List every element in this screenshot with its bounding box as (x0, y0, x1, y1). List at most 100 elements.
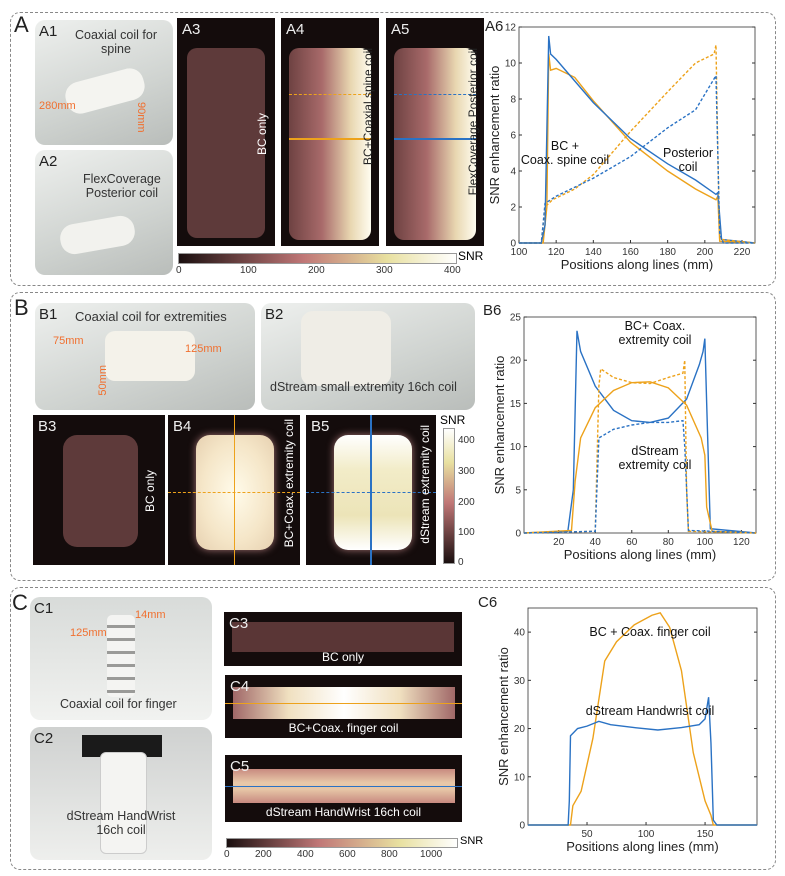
x-tick-label: 100 (697, 537, 714, 548)
snr-map-a4: A4 BC+Coaxial spine coil (281, 18, 379, 246)
series-line (523, 330, 757, 534)
chart-annotation: extremity coil (619, 333, 692, 347)
x-tick-label: 100 (638, 829, 655, 840)
dimension-label: 125mm (185, 343, 222, 355)
series-line (528, 612, 757, 826)
panel-label: A1 (39, 23, 58, 40)
chart-a6: 100 120 140 160 180 200 220 0 2 4 6 8 10 12 Positions … (487, 23, 756, 272)
colorbar-tick: 800 (381, 849, 398, 860)
colorbar-label: SNR (458, 249, 484, 263)
series-line (519, 35, 756, 244)
chart-annotation: coil (679, 160, 698, 174)
y-tick-label: 6 (510, 131, 516, 142)
panel-label: C2 (34, 730, 54, 747)
series-line (519, 53, 756, 244)
panel-label: C4 (230, 678, 250, 695)
colorbar-c (226, 838, 458, 848)
photo-caption: Coaxial coil for finger (60, 697, 177, 711)
panel-label: A2 (39, 153, 58, 170)
photo-posterior-coil: A2 FlexCoverage Posterior coil (35, 150, 173, 275)
y-tick-label: 20 (510, 356, 522, 367)
y-tick-label: 0 (519, 821, 525, 832)
colorbar-tick: 0 (176, 265, 182, 276)
chart-b6: 20 40 60 80 100 120 0 5 10 15 20 25 Positions along … (492, 313, 757, 562)
colorbar-tick: 100 (240, 265, 257, 276)
snr-map-c5: C5 dStream HandWrist 16ch coil (225, 755, 462, 822)
photo-dstream-extremity-coil: B2 dStream small extremity 16ch coil (261, 303, 475, 410)
y-tick-label: 8 (510, 95, 516, 106)
colorbar-tick: 1000 (420, 849, 443, 860)
snr-map-c3: C3 BC only (224, 612, 462, 666)
snr-map-c4: C4 BC+Coax. finger coil (225, 675, 462, 738)
plot-frame (527, 607, 758, 826)
plot-frame (523, 316, 757, 534)
x-tick-label: 120 (548, 247, 565, 258)
panel-label: C1 (34, 600, 54, 617)
x-tick-label: 150 (697, 829, 714, 840)
photo-caption: FlexCoverage Posterior coil (83, 172, 161, 200)
y-tick-label: 4 (510, 167, 516, 178)
panel-label: A6 (485, 18, 504, 35)
y-tick-label: 10 (510, 442, 522, 453)
y-axis-label: SNR enhancement ratio (492, 356, 507, 495)
section-b (10, 292, 776, 581)
section-c (10, 587, 776, 870)
panel-label: A3 (182, 21, 201, 38)
colorbar-tick: 200 (255, 849, 272, 860)
x-tick-label: 60 (626, 537, 638, 548)
colorbar-tick: 0 (458, 557, 464, 568)
colorbar-tick: 200 (308, 265, 325, 276)
dimension-label: 280mm (39, 100, 76, 112)
series-line (519, 44, 756, 244)
panel-label: C6 (478, 594, 498, 611)
panel-label: B3 (38, 418, 57, 435)
panel-letter-c: C (12, 590, 28, 615)
x-tick-label: 140 (585, 247, 602, 258)
y-tick-label: 5 (515, 485, 521, 496)
colorbar-tick: 400 (458, 435, 475, 446)
photo-coaxial-extremity-coil: B1 Coaxial coil for extremities 75mm 125… (35, 303, 255, 410)
x-tick-label: 200 (696, 247, 713, 258)
colorbar-tick: 0 (224, 849, 230, 860)
panel-letter-a: A (14, 12, 29, 37)
chart-c6: 50 100 150 0 10 20 30 40 Positions along lines (… (496, 607, 758, 854)
y-tick-label: 20 (514, 724, 526, 735)
series-line (523, 381, 757, 534)
photo-caption: Coaxial coil for extremities (75, 309, 227, 324)
dimension-label: 75mm (53, 335, 84, 347)
y-tick-label: 15 (510, 399, 522, 410)
chart-annotation: BC+ Coax. (625, 319, 686, 333)
coil-shape (301, 311, 391, 386)
dimension-label: 90mm (135, 102, 147, 133)
panel-label: B2 (265, 306, 284, 323)
colorbar-tick: 200 (458, 497, 475, 508)
x-tick-label: 40 (590, 537, 602, 548)
snr-map-a3: A3 BC only (177, 18, 275, 246)
chart-annotation: BC + (551, 139, 579, 153)
colorbar-label: SNR (440, 413, 466, 427)
coil-shape (107, 615, 135, 697)
colorbar-b (443, 428, 455, 564)
series-line (523, 360, 757, 534)
snr-map-b4: B4 BC+Coax. extremity coil (168, 415, 300, 565)
x-tick-label: 100 (511, 247, 528, 258)
colorbar-tick: 600 (339, 849, 356, 860)
y-tick-label: 40 (514, 628, 526, 639)
chart-annotation: Posterior (663, 146, 713, 160)
section-a (10, 12, 776, 286)
x-tick-label: 50 (581, 829, 593, 840)
y-tick-label: 10 (514, 772, 526, 783)
chart-annotation: dStream Handwrist coil (586, 704, 715, 718)
panel-label: B5 (311, 418, 330, 435)
x-tick-label: 180 (659, 247, 676, 258)
image-label: dStream HandWrist 16ch coil (265, 805, 422, 819)
x-tick-label: 160 (622, 247, 639, 258)
coil-top (82, 735, 162, 757)
colorbar-tick: 400 (444, 265, 461, 276)
x-tick-label: 80 (663, 537, 675, 548)
x-axis-label: Positions along lines (mm) (561, 257, 713, 272)
x-tick-label: 220 (734, 247, 751, 258)
colorbar-label: SNR (460, 835, 484, 847)
